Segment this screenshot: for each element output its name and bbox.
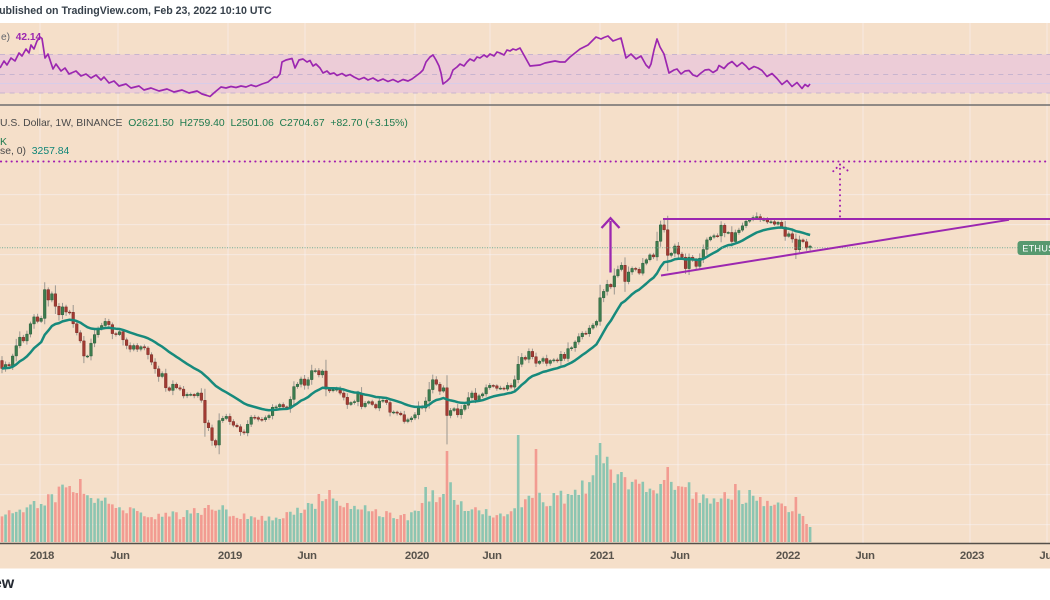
svg-text:ETHUS: ETHUS: [1022, 244, 1050, 254]
